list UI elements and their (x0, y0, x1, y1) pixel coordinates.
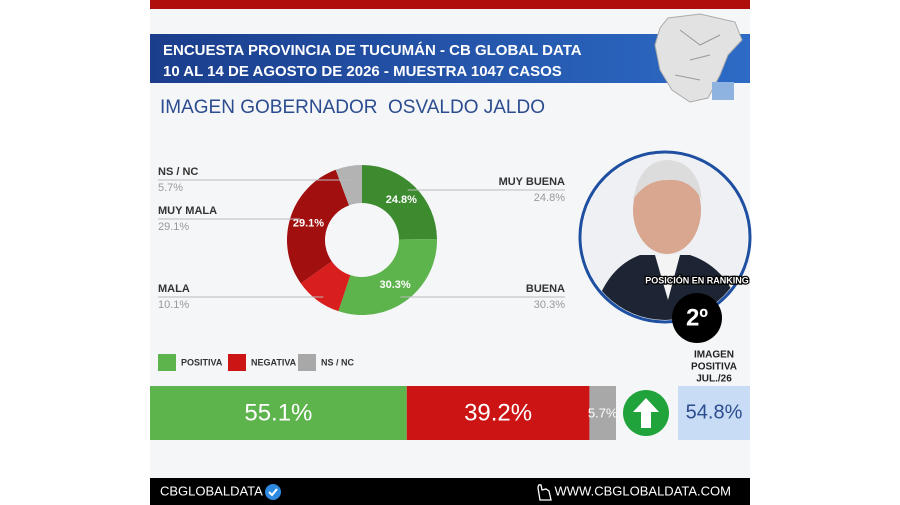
legend-label: POSITIVA (181, 357, 223, 367)
ranking-label: POSICIÓN EN RANKING (645, 274, 749, 285)
map-icon (654, 13, 743, 103)
category-label: BUENA (526, 283, 565, 295)
header-subtitle: 10 AL 14 DE AGOSTO DE 2026 - MUESTRA 104… (163, 63, 562, 80)
value-label: 10.1% (158, 299, 189, 311)
previous-label: IMAGEN (694, 350, 734, 361)
verified-badge (265, 484, 281, 500)
legend-swatch (298, 354, 316, 371)
previous-label: POSITIVA (691, 362, 737, 373)
chart-title: IMAGEN GOBERNADOR OSVALDO JALDO (160, 97, 545, 118)
category-label: NS / NC (158, 166, 198, 178)
previous-value: 54.8% (686, 401, 743, 423)
pie-slice (300, 261, 351, 312)
footer (150, 478, 750, 505)
header-band (150, 34, 750, 83)
value-label: 24.8% (534, 192, 565, 204)
bar-label: 5.7% (588, 405, 618, 420)
pie-slice (335, 165, 362, 206)
value-label: 5.7% (158, 182, 183, 194)
category-label: MUY MALA (158, 205, 217, 217)
value-label: 30.3% (534, 299, 565, 311)
previous-box (678, 386, 750, 440)
pie-slice (287, 169, 350, 284)
category-label: MUY BUENA (499, 176, 565, 188)
bar-label: 55.1% (244, 399, 312, 426)
footer-url: WWW.CBGLOBALDATA.COM (555, 483, 731, 498)
bar-segment (150, 386, 407, 440)
legend-label: NS / NC (321, 357, 355, 367)
value-label: 29.1% (158, 221, 189, 233)
legend-swatch (228, 354, 246, 371)
bar-segment (406, 386, 590, 440)
legend-swatch (158, 354, 176, 371)
legend-label: NEGATIVA (251, 357, 297, 367)
header-title: ENCUESTA PROVINCIA DE TUCUMÁN - CB GLOBA… (163, 42, 582, 59)
ranking-badge (672, 293, 722, 343)
slice-label: 29.1% (293, 217, 324, 229)
verified-check (268, 488, 278, 497)
bar-label: 39.2% (464, 399, 532, 426)
footer-brand: CBGLOBALDATA (160, 483, 263, 498)
slice-label: 24.8% (386, 194, 417, 206)
pie-slice (338, 239, 437, 315)
category-label: MALA (158, 283, 190, 295)
ranking-position: 2º (686, 304, 708, 331)
top-bar (150, 0, 750, 9)
previous-label: JUL./26 (696, 374, 732, 385)
trend-arrow-icon (633, 398, 659, 428)
slice-label: 30.3% (379, 279, 410, 291)
pie-slice (362, 165, 437, 240)
bar-segment (589, 386, 616, 440)
hand-icon (537, 484, 552, 501)
photo (578, 150, 752, 324)
